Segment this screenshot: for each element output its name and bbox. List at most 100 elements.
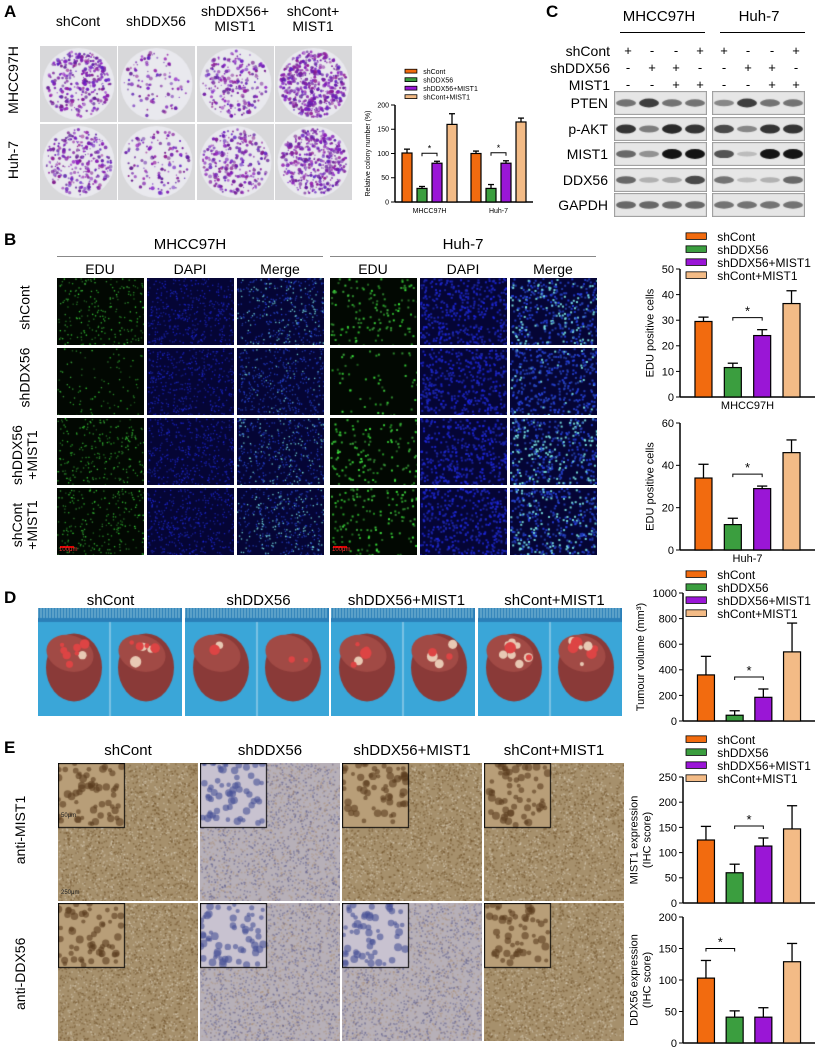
bar-shcont [694, 477, 713, 551]
merge-image [510, 348, 597, 415]
condition-sign: + [744, 60, 752, 75]
legend-swatch [685, 774, 707, 782]
legend-label: shDDX56 [717, 746, 769, 760]
condition-sign: + [696, 43, 704, 58]
header-underline [620, 32, 705, 33]
bar-shcont [694, 320, 713, 398]
bar-shcont [696, 674, 716, 722]
legend-swatch [404, 85, 418, 91]
significance-star: * [497, 143, 501, 153]
legend-label: shDDX56 [423, 78, 453, 85]
group-title: shDDX56+MIST1 [353, 742, 471, 759]
legend-label: shDDX56 [717, 243, 769, 257]
legend-label: shCont [717, 230, 756, 244]
condition-sign: + [672, 60, 680, 75]
ihc-image [342, 903, 482, 1041]
y-tick-label: 0 [671, 898, 677, 910]
legend-swatch [685, 570, 707, 578]
condition-sign: - [793, 60, 799, 75]
blot-image [712, 116, 805, 141]
panel-label-a: A [4, 2, 17, 21]
significance-star: * [745, 304, 750, 319]
legend-label: shCont+MIST1 [717, 607, 798, 621]
legend-swatch [404, 94, 418, 99]
significance-bracket [705, 947, 736, 952]
legend-swatch [685, 232, 707, 240]
bar-shcont [470, 152, 482, 203]
significance-star: * [428, 143, 432, 153]
legend-swatch [685, 596, 707, 604]
legend-label: shDDX56+MIST1 [423, 86, 478, 93]
significance-star: * [718, 934, 723, 949]
cell-line-header: MHCC97H [153, 236, 227, 253]
condition-sign: + [624, 43, 632, 58]
column-header: shCont+ MIST1 [286, 3, 340, 34]
header-underline [57, 256, 323, 257]
merge-image [237, 488, 324, 555]
y-tick-label: 50 [665, 1006, 677, 1018]
condition-label: MIST1 [568, 77, 610, 93]
y-tick-label: 20 [662, 503, 674, 515]
y-tick-label: 100 [659, 975, 677, 987]
merge-image [510, 418, 597, 485]
channel-header: DAPI [446, 261, 480, 277]
merge-image [237, 278, 324, 345]
y-tick-label: 40 [662, 460, 674, 472]
dapi-image [147, 348, 234, 415]
blot-image [614, 116, 707, 141]
y-tick-label: 200 [659, 912, 677, 924]
condition-label: shCont [565, 43, 610, 59]
ihc-image [342, 763, 482, 901]
group-title: shCont [104, 742, 152, 759]
legend-label: shCont+MIST1 [423, 95, 470, 102]
y-tick-label: 20 [662, 341, 674, 353]
significance-bracket [734, 676, 764, 680]
header-underline [330, 256, 596, 257]
merge-image [237, 348, 324, 415]
merge-image [510, 488, 597, 555]
bar-shddx56-mist1 [754, 1016, 773, 1044]
colony-plate-image [197, 46, 274, 122]
scale-bar-label: 100μm [332, 547, 351, 553]
blot-image [614, 142, 707, 166]
condition-sign: - [721, 60, 727, 75]
bar-shddx56 [723, 523, 742, 551]
dapi-image [420, 278, 507, 345]
edu-image [330, 488, 417, 555]
condition-sign: + [648, 60, 656, 75]
bar-shddx56 [725, 1016, 744, 1044]
condition-sign: + [720, 43, 728, 58]
condition-sign: - [721, 77, 727, 92]
condition-sign: + [768, 60, 776, 75]
y-tick-label: 600 [659, 639, 677, 651]
channel-header: Merge [533, 261, 573, 277]
bar-shddx56-mist1 [753, 334, 772, 398]
channel-header: Merge [260, 261, 300, 277]
y-tick-label: 0 [385, 199, 389, 206]
y-tick-label: 50 [665, 873, 677, 885]
dapi-image [147, 488, 234, 555]
blot-label: PTEN [570, 95, 608, 111]
legend-label: shCont [717, 568, 756, 582]
liver-photo [478, 608, 622, 716]
group-title: shCont+MIST1 [503, 742, 605, 759]
significance-bracket [490, 152, 507, 156]
header-underline [720, 32, 805, 33]
dapi-image [420, 488, 507, 555]
y-tick-label: 150 [377, 127, 389, 134]
legend-label: shCont [423, 69, 445, 76]
y-tick-label: 30 [662, 315, 674, 327]
blot-image [614, 91, 707, 115]
condition-sign: - [769, 43, 775, 58]
bar-shddx56 [416, 187, 428, 203]
scale-bar [60, 546, 74, 548]
condition-sign: - [649, 77, 655, 92]
condition-sign: - [625, 77, 631, 92]
legend-swatch [685, 609, 707, 617]
y-tick-label: 50 [381, 175, 389, 182]
colony-plate-image [275, 124, 352, 200]
legend-label: shDDX56+MIST1 [717, 594, 811, 608]
scale-bar-label: 50μm [61, 813, 77, 819]
blot-image [712, 142, 805, 166]
panel-label-d: D [4, 588, 17, 607]
